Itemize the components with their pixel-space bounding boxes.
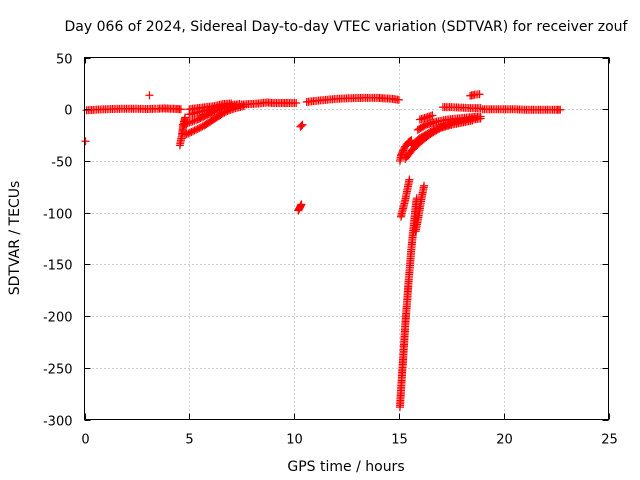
data-point xyxy=(181,113,190,122)
data-point xyxy=(405,175,414,184)
data-point xyxy=(420,181,429,190)
y-tick-label: -50 xyxy=(51,156,72,171)
data-point xyxy=(428,111,437,120)
y-tick-label: -300 xyxy=(43,415,73,430)
data-point xyxy=(475,90,484,99)
data-point xyxy=(298,120,307,129)
data-point xyxy=(476,112,485,121)
data-point xyxy=(296,122,305,131)
data-point xyxy=(297,200,306,209)
data-point xyxy=(145,91,154,100)
x-tick-label: 25 xyxy=(601,433,618,448)
x-tick-label: 20 xyxy=(496,433,513,448)
y-tick-label: -250 xyxy=(43,363,73,378)
data-point xyxy=(185,118,194,127)
data-point xyxy=(292,99,301,108)
x-axis-label: GPS time / hours xyxy=(287,459,404,475)
x-tick-label: 15 xyxy=(391,433,408,448)
axis-layer: 50 0 -50 -100 -150 -200 -250 -300 0 5 10 15 20 25 xyxy=(43,53,618,448)
y-tick-label: 0 xyxy=(64,104,72,119)
data-point xyxy=(81,137,90,146)
y-axis-label: SDTVAR / TECUs xyxy=(7,181,23,296)
y-tick-label: 50 xyxy=(56,53,73,68)
chart-title: Day 066 of 2024, Sidereal Day-to-day VTE… xyxy=(65,19,629,35)
data-point xyxy=(394,95,403,104)
data-point xyxy=(188,117,197,126)
x-tick-label: 10 xyxy=(286,433,303,448)
data-point xyxy=(556,105,565,114)
y-tick-label: -150 xyxy=(43,259,73,274)
data-point xyxy=(297,121,306,130)
data-point xyxy=(186,118,195,127)
x-tick-label: 0 xyxy=(81,433,89,448)
y-tick-label: -200 xyxy=(43,311,73,326)
data-point xyxy=(176,105,185,114)
y-tick-label: -100 xyxy=(43,208,73,223)
data-point xyxy=(190,116,199,125)
data-layer xyxy=(81,90,565,412)
x-tick-label: 5 xyxy=(185,433,193,448)
plot-frame xyxy=(84,57,609,420)
data-point xyxy=(227,99,236,108)
